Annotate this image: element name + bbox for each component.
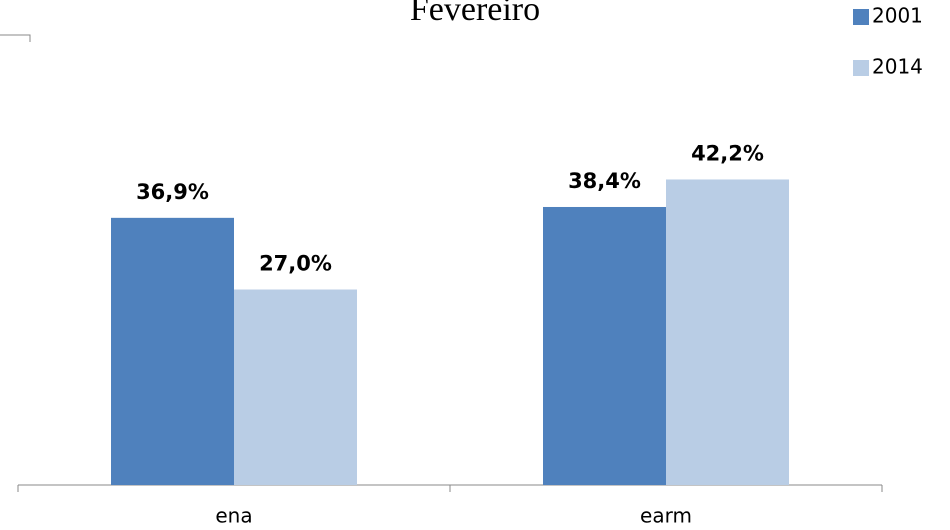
value-label: 27,0% [259, 252, 332, 276]
x-tick-label: ena [215, 504, 252, 528]
bar [234, 289, 357, 485]
bar [111, 217, 234, 485]
x-tick-label: earm [640, 504, 692, 528]
frame-corner [0, 34, 31, 42]
legend-swatch [853, 9, 869, 25]
bar [666, 179, 789, 486]
value-label: 38,4% [568, 169, 641, 193]
legend-label: 2014 [872, 55, 923, 79]
value-label: 42,2% [691, 141, 764, 165]
value-label: 36,9% [136, 180, 209, 204]
chart-title: Fevereiro [410, 0, 540, 28]
legend-label: 2001 [872, 4, 923, 28]
legend-swatch [853, 60, 869, 76]
bar [543, 206, 666, 485]
